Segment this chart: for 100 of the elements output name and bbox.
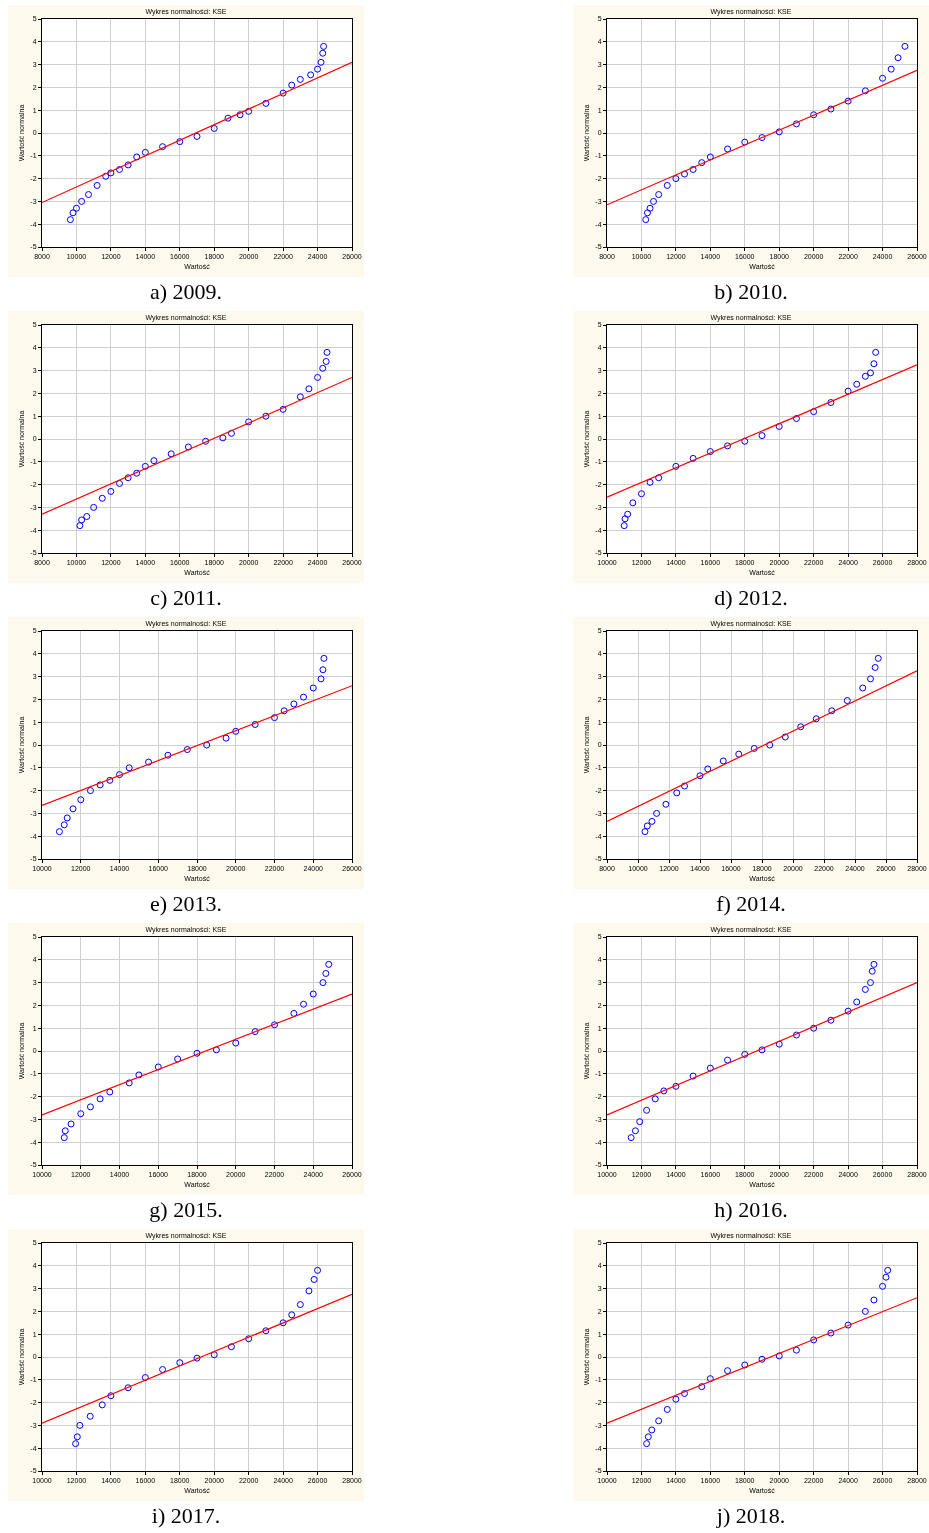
point — [758, 1046, 766, 1054]
point — [227, 429, 235, 437]
text: g) 2015. — [148, 1197, 224, 1223]
point — [859, 684, 867, 692]
point — [60, 1134, 68, 1142]
point — [861, 985, 869, 993]
point — [706, 1064, 714, 1072]
point — [290, 1009, 298, 1017]
point — [76, 1421, 84, 1429]
point — [290, 700, 298, 708]
point — [167, 450, 175, 458]
point — [67, 1120, 75, 1128]
point — [758, 134, 766, 142]
point — [279, 89, 287, 97]
point — [69, 209, 77, 217]
point — [307, 71, 315, 79]
point — [98, 494, 106, 502]
point — [210, 1351, 218, 1359]
point — [86, 1412, 94, 1420]
point — [636, 1118, 644, 1126]
point — [141, 1374, 149, 1382]
point — [116, 479, 123, 487]
point — [176, 138, 184, 146]
point — [317, 58, 325, 66]
point — [124, 161, 132, 169]
point — [812, 715, 820, 723]
point — [660, 1087, 668, 1095]
point — [76, 522, 84, 530]
point — [643, 1440, 651, 1448]
point — [646, 478, 654, 486]
point — [861, 1307, 869, 1315]
point — [78, 197, 86, 205]
point — [219, 434, 227, 442]
point — [797, 723, 805, 731]
point — [305, 385, 313, 393]
point — [320, 654, 328, 662]
point — [251, 1028, 259, 1036]
point — [704, 765, 712, 773]
point — [882, 1273, 890, 1281]
point — [232, 1039, 240, 1047]
point — [642, 216, 650, 224]
point — [792, 1031, 800, 1039]
text: i) 2017. — [150, 1503, 222, 1529]
point — [810, 1024, 818, 1032]
point — [85, 191, 92, 199]
point — [781, 733, 789, 741]
point — [868, 967, 876, 975]
text: b) 2010. — [713, 279, 789, 305]
point — [279, 1319, 287, 1327]
point — [288, 1311, 296, 1319]
point — [643, 209, 651, 217]
point — [93, 181, 101, 189]
point — [844, 1321, 852, 1329]
text: c) 2011. — [149, 585, 223, 611]
point — [124, 1384, 132, 1392]
point — [651, 1095, 659, 1103]
point — [164, 751, 172, 759]
point — [828, 707, 836, 715]
point — [102, 172, 110, 180]
point — [98, 1401, 106, 1409]
point — [766, 741, 774, 749]
point — [159, 143, 167, 151]
point — [620, 522, 628, 530]
point — [853, 998, 861, 1006]
point — [203, 741, 211, 749]
point — [741, 1050, 749, 1058]
point — [55, 828, 63, 836]
point — [741, 138, 749, 146]
point — [314, 65, 322, 73]
point — [280, 707, 288, 715]
point — [66, 216, 74, 224]
point — [296, 393, 304, 401]
point — [901, 42, 909, 50]
point — [183, 746, 191, 754]
point — [145, 758, 153, 766]
point — [810, 408, 818, 416]
point — [262, 99, 270, 107]
point — [672, 1395, 680, 1403]
point — [827, 1016, 835, 1024]
point — [870, 1296, 878, 1304]
point — [69, 805, 77, 813]
point — [655, 1417, 663, 1425]
point — [724, 1367, 732, 1375]
point — [631, 1127, 639, 1135]
point — [879, 74, 887, 82]
point — [894, 54, 902, 62]
point — [792, 120, 800, 128]
point — [689, 1072, 697, 1080]
point — [653, 809, 661, 817]
point — [135, 1071, 143, 1079]
text: a) 2009. — [148, 279, 224, 305]
point — [309, 990, 317, 998]
point — [78, 516, 86, 524]
point — [646, 204, 654, 212]
point — [116, 165, 123, 173]
point — [106, 776, 114, 784]
point — [193, 132, 201, 140]
point — [224, 114, 232, 122]
point — [60, 821, 68, 829]
point — [212, 1046, 220, 1054]
